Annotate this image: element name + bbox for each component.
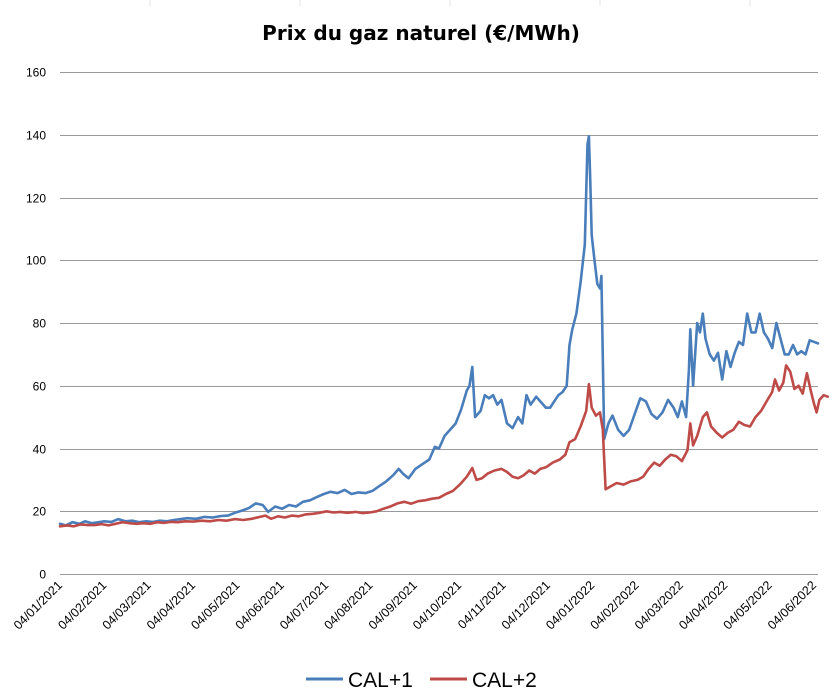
legend: CAL+1 CAL+2 [306,669,537,692]
x-tick-label: 04/06/2022 [765,578,819,632]
legend-label: CAL+2 [472,669,537,692]
y-tick-label: 20 [33,505,47,519]
series-line-2 [58,364,829,528]
y-axis-ticks: 0 20 40 60 80 100 120 140 160 [26,66,46,582]
x-axis-ticks: 04/01/202104/02/202104/03/202104/04/2021… [11,578,819,632]
y-tick-label: 100 [26,254,46,268]
chart-title: Prix du gaz naturel (€/MWh) [262,21,580,45]
y-tick-label: 160 [26,66,46,80]
y-tick-label: 140 [26,129,46,143]
gridlines [60,72,818,575]
top-faint-grid [149,0,751,6]
y-tick-label: 0 [39,568,46,582]
y-tick-label: 80 [33,317,47,331]
y-tick-label: 40 [33,443,47,457]
y-tick-label: 60 [33,380,47,394]
legend-label: CAL+1 [348,669,413,692]
series-lines [58,135,829,528]
y-tick-label: 120 [26,192,46,206]
series-line-1 [58,135,820,527]
